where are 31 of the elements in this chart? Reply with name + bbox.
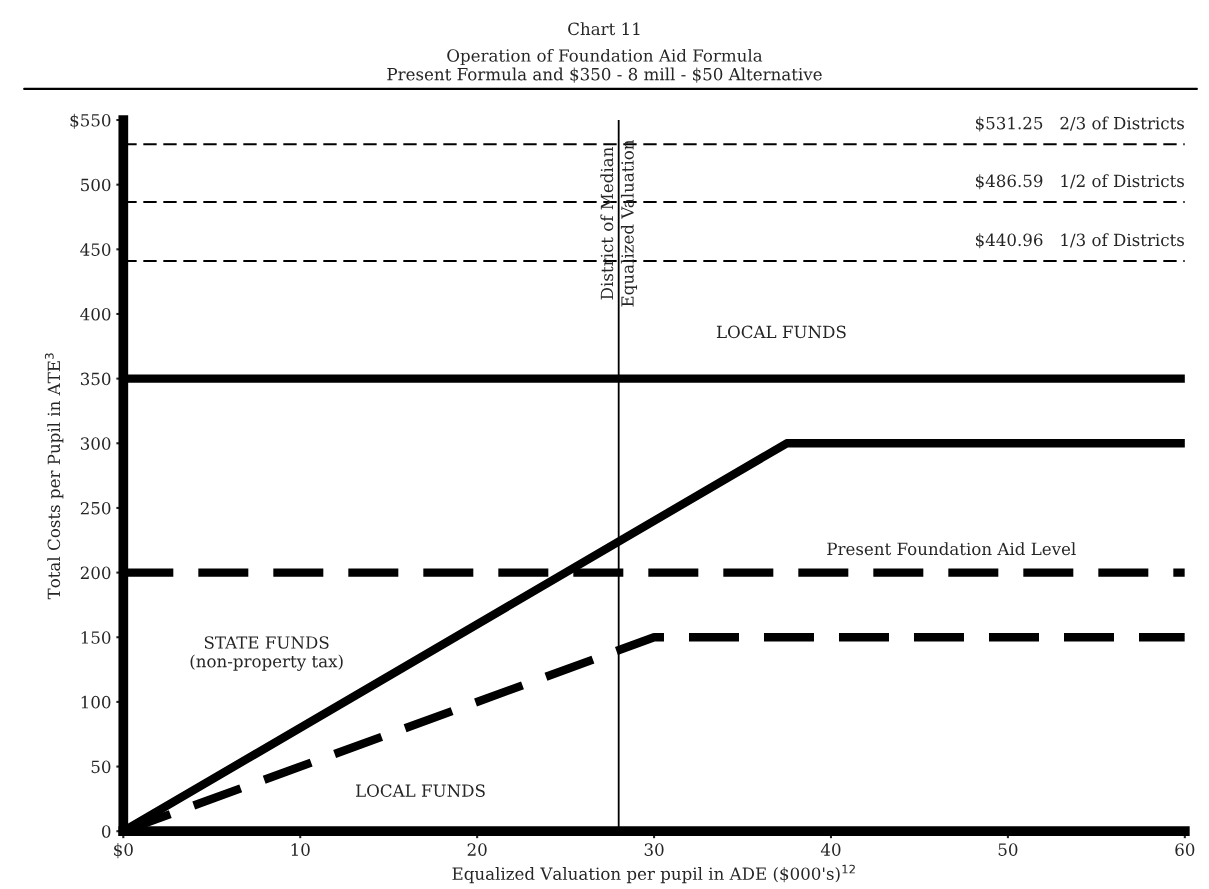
annotation: STATE FUNDS (non-property tax): [190, 636, 343, 671]
ref-line-label: $486.59 1/2 of Districts: [975, 174, 1184, 190]
y-tick-label: 250: [80, 501, 111, 515]
x-tick-label: 20: [467, 843, 487, 856]
x-tick-label: $0: [114, 843, 133, 859]
annotation: Present Foundation Aid Level: [827, 542, 1076, 556]
ref-line-label: District of Median Equalized Valuation: [600, 139, 638, 307]
y-tick-label: 0: [102, 825, 111, 838]
x-tick-label: 50: [998, 843, 1018, 856]
chart-title: Chart 11: [568, 22, 640, 36]
chart-subtitle: Operation of Foundation Aid Formula Present Formula and $350 - 8 mill - $50 Alternative: [387, 48, 822, 83]
ref-line-label: $440.96 1/3 of Districts: [975, 233, 1184, 249]
annotation: LOCAL FUNDS: [716, 325, 846, 339]
y-tick-label: 200: [80, 566, 111, 580]
annotation: LOCAL FUNDS: [356, 784, 485, 797]
x-tick-label: 40: [820, 843, 841, 856]
x-tick-label: 60: [1175, 843, 1195, 856]
y-tick-label: 300: [80, 437, 111, 450]
y-tick-label: 100: [81, 695, 111, 709]
x-tick-label: 30: [644, 843, 664, 856]
x-tick-label: 10: [291, 843, 310, 856]
y-tick-label: $550: [70, 113, 111, 129]
y-tick-label: 500: [81, 178, 111, 192]
x-axis-title: Equalized Valuation per pupil in ADE ($000's)$^{12}$: [452, 864, 855, 884]
ref-line-label: $531.25 2/3 of Districts: [975, 116, 1184, 132]
y-tick-label: 350: [80, 372, 111, 386]
y-tick-label: 450: [80, 243, 111, 256]
y-tick-label: 400: [80, 307, 111, 321]
y-tick-label: 150: [81, 631, 111, 644]
y-axis-title: Total Costs per Pupil in ATE$^{3}$: [44, 353, 64, 600]
y-tick-label: 50: [91, 760, 111, 774]
